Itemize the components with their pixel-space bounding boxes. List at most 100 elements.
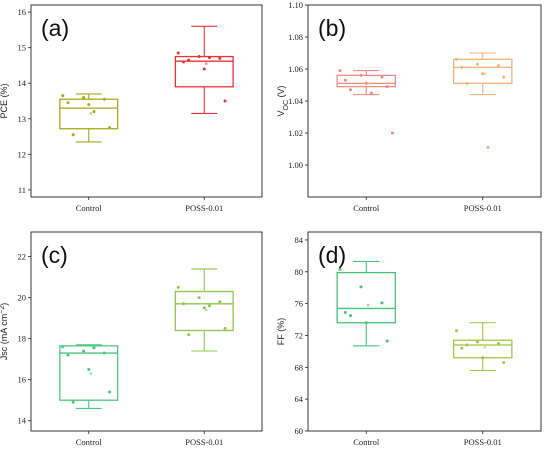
y-tick-label: 1.06: [288, 64, 303, 74]
x-tick-label: Control: [353, 203, 380, 213]
plot-frame: [307, 231, 542, 432]
data-point: [460, 346, 464, 350]
data-point: [61, 345, 65, 349]
y-tick-label: 80: [295, 267, 304, 277]
data-point: [385, 339, 389, 343]
plot-frame: [30, 231, 263, 432]
data-point: [364, 81, 368, 85]
mean-marker: [205, 308, 208, 312]
data-point: [197, 55, 201, 59]
data-point: [465, 81, 469, 85]
y-tick-label: 14: [18, 78, 27, 88]
data-point: [202, 67, 206, 71]
data-point: [359, 285, 363, 289]
data-point: [460, 65, 464, 69]
data-point: [218, 300, 222, 304]
data-point: [369, 91, 373, 95]
data-point: [385, 85, 389, 89]
data-point: [343, 310, 347, 314]
data-point: [359, 73, 363, 77]
y-tick-label: 64: [295, 394, 304, 404]
x-tick-label: POSS-0.01: [464, 437, 502, 447]
data-point: [61, 94, 65, 98]
data-point: [207, 56, 211, 60]
iqr-box: [59, 98, 119, 130]
x-tick-label: POSS-0.01: [464, 203, 502, 213]
plot-frame: [30, 4, 263, 198]
y-tick-label: 1.00: [288, 160, 303, 170]
data-point: [502, 75, 506, 79]
x-tick-label: Control: [76, 203, 103, 213]
y-tick-label: 76: [295, 299, 304, 309]
panel-1: 11 12 13 14 15 16 PCE (%) (a) Control POSS-0.01: [0, 4, 263, 213]
data-point: [496, 64, 500, 68]
iqr-box: [174, 55, 234, 88]
x-tick-label: Control: [353, 437, 380, 447]
data-point: [502, 361, 506, 365]
y-tick-label: 1.08: [288, 32, 303, 42]
x-tick-label: Control: [76, 437, 103, 447]
mean-marker: [205, 62, 208, 65]
y-tick-label: 22: [18, 252, 27, 262]
y-tick-label: 1.04: [288, 96, 304, 106]
box-1: [59, 93, 119, 143]
data-point: [486, 145, 490, 149]
y-axis-label: Jsc (mA cm−2): [0, 303, 9, 360]
data-point: [380, 301, 384, 305]
data-point: [223, 326, 227, 330]
box-1: [336, 260, 397, 347]
box-2: [452, 52, 513, 149]
panel-3: 14 16 18 20 22 Jsc (mA cm−2) (c) Control POSS-0.…: [0, 231, 263, 447]
y-axis-label: FF (%): [276, 318, 286, 346]
data-point: [102, 351, 106, 355]
y-tick-label: 84: [295, 235, 304, 245]
y-tick-label: 16: [18, 375, 27, 385]
y-tick-label: 20: [18, 293, 27, 303]
y-tick-label: 12: [18, 149, 27, 159]
y-tick-label: 16: [18, 7, 27, 17]
box-2: [174, 268, 234, 352]
mean-marker: [483, 346, 486, 349]
iqr-box: [452, 58, 513, 85]
data-point: [476, 340, 480, 344]
data-point: [87, 103, 91, 107]
data-point: [338, 267, 342, 271]
iqr-box: [336, 271, 397, 324]
y-tick-label: 60: [295, 426, 304, 436]
data-point: [197, 296, 201, 300]
panel-label: (a): [41, 15, 69, 41]
iqr-box: [174, 290, 234, 332]
data-point: [202, 306, 206, 310]
data-point: [207, 304, 211, 308]
data-point: [92, 346, 96, 350]
data-point: [218, 56, 222, 60]
data-point: [181, 60, 185, 64]
data-point: [102, 97, 106, 101]
data-point: [181, 302, 185, 306]
iqr-box: [59, 345, 119, 401]
data-point: [390, 131, 394, 135]
data-point: [496, 341, 500, 345]
data-point: [380, 75, 384, 79]
data-point: [476, 62, 480, 66]
box-2: [452, 322, 513, 372]
y-tick-label: 11: [18, 185, 26, 195]
y-tick-label: 72: [295, 330, 304, 340]
data-point: [187, 333, 191, 337]
data-point: [71, 133, 75, 137]
data-point: [481, 356, 485, 360]
mean-marker: [89, 112, 92, 115]
y-tick-label: 14: [18, 416, 27, 426]
panel-4: 60 64 68 72 76 80 84 FF (%) (d) Control POSS-0.01: [276, 231, 542, 447]
data-point: [481, 72, 485, 76]
data-point: [66, 101, 70, 105]
y-tick-label: 18: [18, 334, 27, 344]
data-point: [349, 88, 353, 92]
box-1: [59, 344, 119, 409]
x-tick-label: POSS-0.01: [185, 203, 223, 213]
y-axis-label: PCE (%): [0, 83, 9, 118]
x-tick-label: POSS-0.01: [185, 437, 223, 447]
data-point: [338, 69, 342, 73]
y-tick-label: 15: [18, 43, 27, 53]
